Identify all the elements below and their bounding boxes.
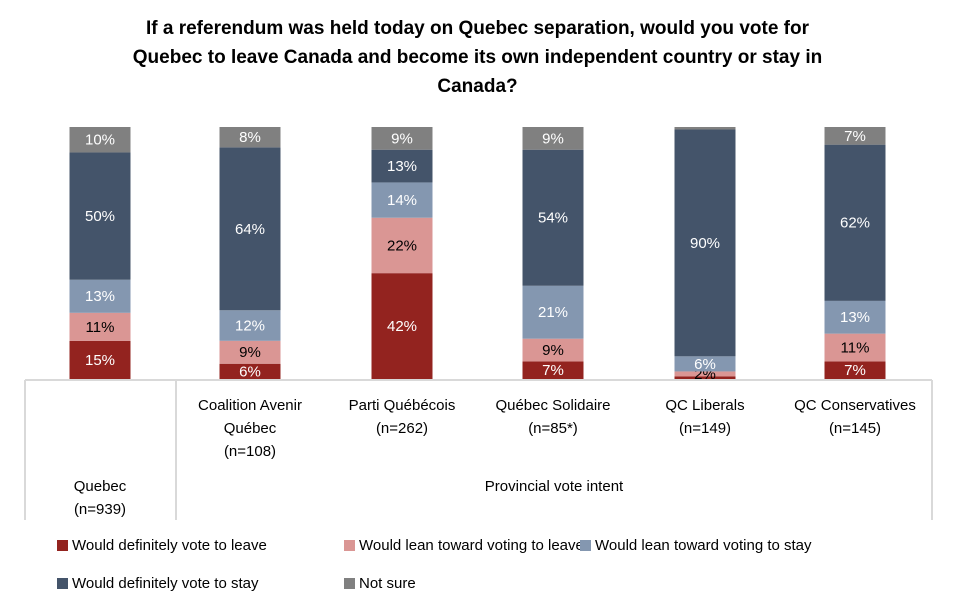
data-label: 7% <box>542 362 564 379</box>
bar-segment <box>371 182 433 218</box>
category-label: (n=262) <box>376 420 428 437</box>
category-label: (n=149) <box>679 420 731 437</box>
category-label: (n=145) <box>829 420 881 437</box>
data-label: 64% <box>235 221 265 238</box>
legend-swatch <box>344 540 355 551</box>
bar-segment <box>824 127 886 145</box>
category-label: (n=108) <box>224 443 276 460</box>
bar-segment <box>371 149 433 183</box>
legend-label: Would lean toward voting to leave <box>359 537 584 554</box>
category-label: Québec <box>224 420 277 437</box>
bar-segment <box>522 338 584 362</box>
legend-swatch <box>57 540 68 551</box>
data-label: 9% <box>239 344 261 361</box>
legend-item: Would lean toward voting to leave <box>344 537 584 554</box>
legend-label: Would lean toward voting to stay <box>595 537 812 554</box>
data-label: 62% <box>840 215 870 232</box>
data-label: 9% <box>542 342 564 359</box>
title-line-2: Quebec to leave Canada and become its ow… <box>132 47 823 68</box>
legend-swatch <box>57 578 68 589</box>
data-label: 11% <box>841 339 870 356</box>
bar-segment <box>69 312 131 341</box>
data-label: 6% <box>694 356 716 373</box>
bar-segment <box>219 147 281 311</box>
bar-segment <box>219 363 281 379</box>
data-label: 12% <box>235 318 265 335</box>
category-label: Quebec <box>74 478 127 495</box>
category-label: (n=939) <box>74 501 126 518</box>
bar-segment <box>674 356 736 372</box>
data-label: 13% <box>387 158 417 175</box>
category-label: (n=85*) <box>528 420 578 437</box>
legend-label: Would definitely vote to stay <box>72 575 259 592</box>
category-label: QC Conservatives <box>794 397 916 414</box>
bar-segment <box>824 361 886 379</box>
category-label: Coalition Avenir <box>198 397 302 414</box>
data-label: 14% <box>387 192 417 209</box>
bar-segment <box>674 129 736 357</box>
data-label: 54% <box>538 210 568 227</box>
group-label: Provincial vote intent <box>485 478 624 495</box>
bar-segment <box>674 371 736 377</box>
bar-segment <box>219 340 281 364</box>
bar-segment <box>219 127 281 148</box>
bar-segment <box>69 340 131 379</box>
chart-title: If a referendum was held today on Quebec… <box>0 14 955 101</box>
legend-item: Not sure <box>344 575 416 592</box>
bar-segment <box>522 127 584 150</box>
data-label: 7% <box>844 362 866 379</box>
data-label: 11% <box>86 319 115 336</box>
data-label: 50% <box>85 208 115 225</box>
data-label: 10% <box>85 132 115 149</box>
bar-segment <box>371 217 433 274</box>
data-label: 9% <box>542 130 564 147</box>
bar-segment <box>824 333 886 362</box>
legend-swatch <box>344 578 355 589</box>
bar-segment <box>69 127 131 153</box>
title-line-3: Canada? <box>437 76 518 97</box>
legend-label: Would definitely vote to leave <box>72 537 267 554</box>
bar-segment <box>219 310 281 341</box>
bar-segment <box>824 300 886 334</box>
category-label: QC Liberals <box>665 397 744 414</box>
bar-segment <box>522 149 584 286</box>
bar-segment <box>69 152 131 280</box>
data-label: 8% <box>239 129 261 146</box>
data-label: 6% <box>239 363 261 380</box>
bar-segment <box>371 273 433 379</box>
bar-segment <box>674 127 736 130</box>
data-label: 7% <box>844 128 866 145</box>
bar-segment <box>69 279 131 313</box>
data-label: 21% <box>538 304 568 321</box>
legend-item: Would definitely vote to leave <box>57 537 267 554</box>
bar-segment <box>522 361 584 379</box>
data-label: 42% <box>387 318 417 335</box>
legend-item: Would definitely vote to stay <box>57 575 259 592</box>
bar-segment <box>824 144 886 301</box>
data-label: 22% <box>387 237 417 254</box>
legend-swatch <box>580 540 591 551</box>
legend-label: Not sure <box>359 575 416 592</box>
bar-segment <box>674 376 736 379</box>
category-label: Parti Québécois <box>349 397 456 414</box>
data-label: 13% <box>85 288 115 305</box>
data-label: 90% <box>690 235 720 252</box>
data-label: 13% <box>840 309 870 326</box>
bar-segment <box>371 127 433 150</box>
data-label: 9% <box>391 130 413 147</box>
data-label: 15% <box>85 352 115 369</box>
bar-segment <box>522 285 584 339</box>
legend-item: Would lean toward voting to stay <box>580 537 812 554</box>
title-line-1: If a referendum was held today on Quebec… <box>145 18 809 39</box>
category-label: Québec Solidaire <box>495 397 610 414</box>
